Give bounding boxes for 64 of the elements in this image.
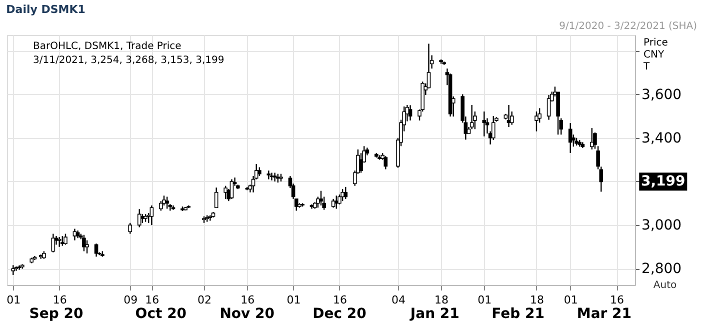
candlestick (344, 186, 348, 200)
x2-tick-label: Nov 20 (220, 306, 275, 322)
text: BarOHLC, DSMK1, Trade Price (33, 41, 182, 52)
y-tick-label: 3,400 (642, 130, 682, 146)
candlestick (384, 156, 388, 170)
x-tick-label: 01 (286, 294, 301, 306)
candlestick (72, 228, 77, 241)
chart-title: Daily DSMK1 (6, 3, 86, 16)
annotation: 3/11/2021, 3,254, 3,268, 3,153, 3,199 (33, 55, 224, 66)
candlestick (559, 118, 564, 136)
x2-tick-label: Feb 21 (492, 306, 544, 322)
x-tick-label: 01 (478, 294, 492, 306)
y-tick-label: 3,000 (642, 218, 682, 234)
candlestick (51, 233, 56, 253)
annotation: 3,199 (640, 174, 686, 190)
x-tick-label: 16 (610, 294, 624, 306)
candlestick (64, 233, 68, 246)
candlestick (596, 146, 600, 170)
candlestick (266, 170, 271, 180)
candlestick (568, 122, 572, 154)
x2-tick-label: Jan 21 (409, 306, 460, 322)
candlestick (128, 222, 132, 234)
candlestick (534, 110, 538, 132)
text: 9/1/2020 - 3/22/2021 (SHA) (559, 21, 698, 32)
candlestick (359, 152, 363, 174)
candlestick (224, 185, 228, 200)
x-tick-label: 18 (434, 294, 449, 306)
candlestick (319, 190, 323, 206)
candlestick (94, 242, 98, 258)
y-axis-title: Price CNY T (642, 38, 668, 72)
x2-tick-label: Mar 21 (576, 306, 632, 322)
candlestick (593, 132, 597, 150)
candlestick (82, 234, 86, 252)
x2-tick-label: Sep 20 (29, 306, 84, 322)
x-tick-label: 01 (564, 294, 578, 306)
candlestick (482, 110, 486, 137)
candlestick (272, 172, 277, 182)
x2-tick-label: Oct 20 (135, 306, 187, 322)
candlestick (165, 196, 169, 210)
candlestick (599, 166, 604, 192)
y-tick-label: 2,800 (642, 261, 682, 278)
x-tick-label: 16 (240, 294, 255, 306)
x-tick-label: 04 (391, 294, 406, 306)
candlestick (137, 208, 142, 228)
x-tick-label: 16 (145, 294, 160, 306)
candlestick (470, 104, 474, 130)
text: Auto (653, 280, 677, 291)
candlestick (491, 115, 496, 141)
candlestick (214, 186, 218, 208)
x-tick-label: 18 (530, 294, 544, 306)
x2-tick-label: Dec 20 (312, 306, 367, 322)
candlestick (408, 104, 412, 122)
candlestick (546, 94, 551, 120)
x-tick-label: 16 (52, 294, 67, 306)
x-tick-label: 09 (124, 294, 138, 306)
candlestick (150, 204, 154, 226)
candlestick (230, 178, 234, 200)
candlestick (60, 235, 64, 246)
x-tick-label: 02 (198, 294, 212, 306)
x-tick-label: 01 (6, 294, 21, 306)
candlestick (270, 172, 274, 181)
y-tick-label: 3,600 (642, 86, 682, 103)
x-tick-label: 16 (332, 294, 347, 306)
candlestick (85, 240, 89, 254)
